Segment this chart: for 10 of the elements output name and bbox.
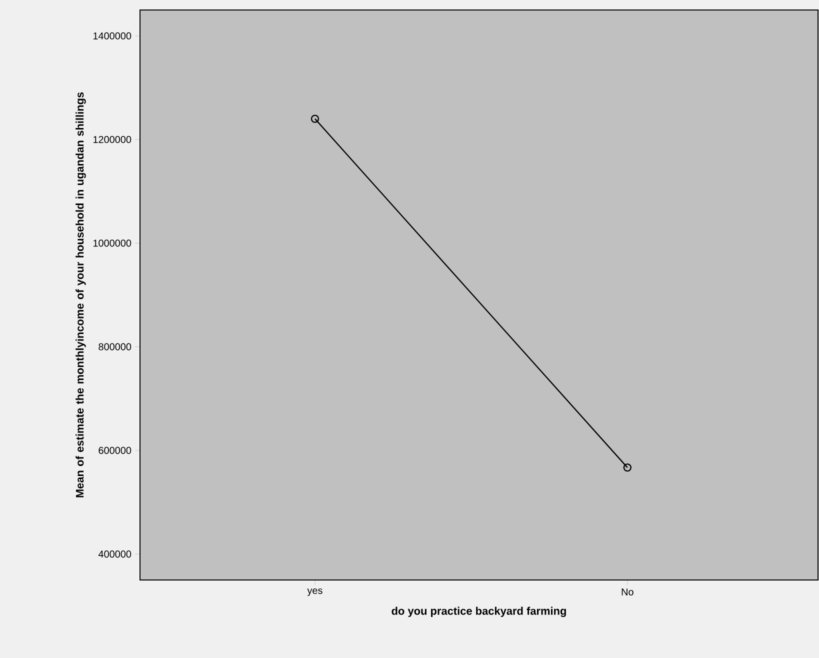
y-tick-label: 1400000: [93, 32, 132, 40]
x-tick-label: yes: [307, 588, 322, 596]
x-tick-label: No: [622, 588, 634, 596]
y-tick-label: 1200000: [93, 136, 132, 144]
y-tick-label: 1000000: [93, 240, 132, 247]
y-tick-label: 600000: [98, 446, 132, 454]
y-tick-label: 400000: [98, 550, 132, 558]
x-axis-title: do you practice backyard farming: [392, 606, 566, 618]
y-axis-title: Mean of estimate the monthlyincome of your household in ugandan shillings: [76, 92, 86, 498]
y-tick-label: 800000: [98, 343, 132, 350]
